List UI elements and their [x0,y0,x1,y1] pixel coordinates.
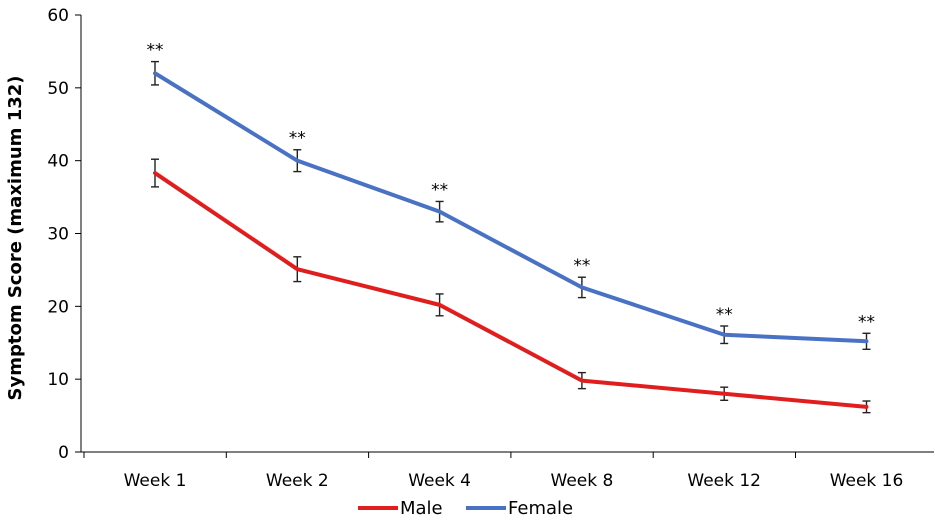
y-tick-label: 60 [47,6,69,26]
x-axis: Week 1 Week 2 Week 4 Week 8 Week 12 Week 16 [81,451,934,491]
series-lines [153,71,869,409]
error-bars [151,60,871,414]
significance-marker: ** [289,129,306,149]
y-tick-label: 40 [47,152,69,172]
legend-label-male: Male [400,498,443,519]
x-tick-label: Week 1 [124,471,187,491]
x-tick-label: Week 12 [687,471,761,491]
significance-marker: ** [573,256,590,276]
series-line-female [153,71,869,344]
y-tick-label: 20 [47,297,69,317]
significance-marker: ** [716,305,733,325]
x-tick-label: Week 16 [830,471,904,491]
y-axis: 0 10 20 30 40 50 60 [47,6,82,463]
y-tick-label: 50 [47,79,69,99]
y-tick-label: 30 [47,225,69,245]
significance-marker: ** [858,312,875,332]
legend-label-female: Female [508,498,573,519]
x-tick-label: Week 4 [408,471,471,491]
x-tick-label: Week 2 [266,471,329,491]
y-axis-label: Symptom Score (maximum 132) [5,76,26,401]
significance-annotations: ** ** ** ** ** ** [147,41,876,333]
significance-marker: ** [147,41,164,61]
legend: Male Female [358,498,573,519]
significance-marker: ** [431,180,448,200]
y-tick-label: 10 [47,370,69,390]
series-line-male [153,171,869,409]
y-tick-label: 0 [58,443,69,463]
x-tick-label: Week 8 [551,471,614,491]
